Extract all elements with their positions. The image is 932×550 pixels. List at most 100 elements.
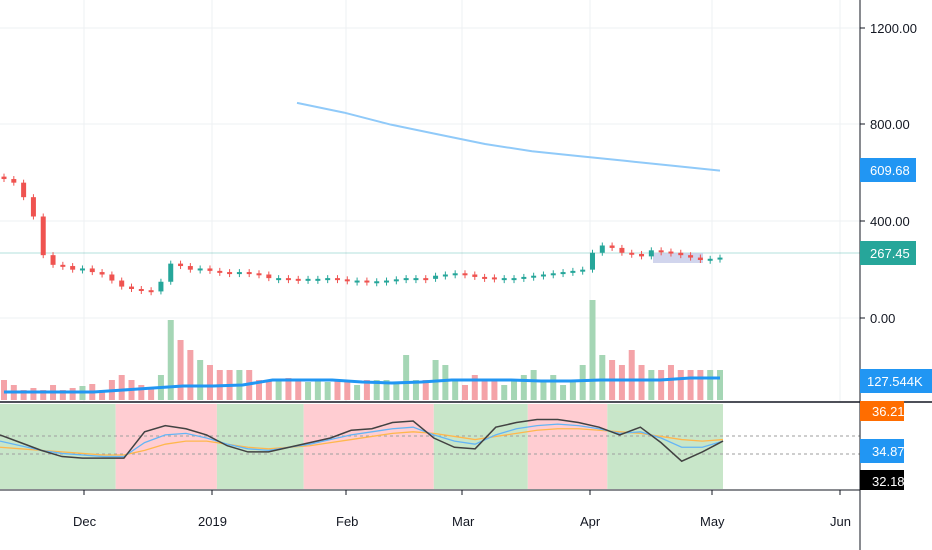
candle-body (158, 281, 164, 292)
candle-body (531, 275, 537, 278)
volume-bar (579, 365, 586, 400)
candle-body (433, 275, 439, 279)
volume-bar (197, 360, 204, 400)
time-label-dec: Dec (73, 514, 97, 529)
indicator-segment (527, 404, 608, 489)
volume-bars (1, 300, 723, 400)
candle-body (639, 253, 645, 257)
candle-body (217, 270, 223, 273)
volume-bar (560, 385, 567, 400)
time-label-jun: Jun (830, 514, 851, 529)
volume-bar (30, 388, 37, 400)
indicator-tag-orange-label: 36.21 (872, 404, 905, 419)
time-label-feb: Feb (336, 514, 358, 529)
ma-value-tag (860, 158, 916, 182)
price-axis[interactable]: 1200.00 800.00 400.00 0.00 609.68 267.45… (860, 21, 932, 490)
volume-bar (40, 390, 47, 400)
candle-body (511, 278, 517, 281)
volume-bar (373, 380, 380, 400)
candle-body (148, 290, 154, 293)
volume-bar (658, 370, 665, 400)
candle-body (178, 263, 184, 267)
volume-bar (530, 370, 537, 400)
volume-bar (638, 365, 645, 400)
candle-body (570, 270, 576, 273)
volume-bar (305, 382, 312, 400)
candle-body (364, 280, 370, 283)
candle-body (560, 272, 566, 275)
indicator-line-blue (0, 423, 724, 458)
candle-body (276, 278, 282, 281)
volume-bar (501, 385, 508, 400)
candle-body (227, 272, 233, 275)
indicator-background-segments (0, 404, 723, 489)
grid-lines (0, 0, 860, 402)
candle-body (668, 251, 674, 254)
price-tick-0: 0.00 (870, 311, 895, 326)
ma-polyline (296, 101, 721, 172)
volume-bar (491, 380, 498, 400)
volume-bar (648, 370, 655, 400)
candlestick-series (1, 173, 723, 296)
volume-bar (20, 390, 27, 400)
volume-bar (628, 350, 635, 400)
last-price-tag (860, 241, 916, 265)
indicator-tag-blue (860, 439, 904, 463)
volume-bar (677, 370, 684, 400)
volume-bar (667, 365, 674, 400)
candle-body (129, 286, 135, 289)
candle-body (21, 182, 27, 198)
volume-bar (363, 380, 370, 400)
volume-bar (452, 380, 459, 400)
candle-body (256, 273, 262, 276)
candle-body (678, 252, 684, 256)
candle-body (619, 247, 625, 253)
candle-body (30, 197, 36, 217)
candle-body (344, 279, 350, 282)
candle-body (501, 278, 507, 281)
candle-body (589, 252, 595, 270)
volume-bar (569, 380, 576, 400)
volume-bar (412, 380, 419, 400)
indicator-segment (0, 404, 116, 489)
volume-bar (589, 300, 596, 400)
volume-bar (383, 380, 390, 400)
candle-body (70, 266, 76, 270)
volume-bar (354, 385, 361, 400)
volume-bar (138, 385, 145, 400)
time-axis[interactable]: Dec 2019 Feb Mar Apr May Jun (73, 490, 851, 529)
candle-body (236, 272, 242, 275)
volume-bar (687, 370, 694, 400)
volume-bar (187, 350, 194, 400)
indicator-segment (303, 404, 434, 489)
candle-body (384, 280, 390, 283)
price-tick-800: 800.00 (870, 117, 910, 132)
candle-body (550, 273, 556, 276)
candle-body (462, 273, 468, 276)
candle-body (79, 268, 85, 271)
candle-body (697, 257, 703, 260)
candle-body (491, 277, 497, 280)
candle-body (717, 257, 723, 260)
volume-bar (511, 380, 518, 400)
volume-bar (618, 365, 625, 400)
candle-body (109, 274, 115, 281)
candle-body (305, 278, 311, 281)
candle-body (285, 278, 291, 281)
indicator-segment (433, 404, 528, 489)
time-label-mar: Mar (452, 514, 475, 529)
candle-body (580, 269, 586, 272)
volume-bar (334, 380, 341, 400)
volume-bar (403, 355, 410, 400)
volume-bar (285, 378, 292, 400)
candle-body (482, 276, 488, 279)
volume-bar (1, 380, 7, 400)
candle-body (119, 280, 125, 287)
volume-bar (256, 380, 263, 400)
volume-bar (471, 375, 478, 400)
ma-value-label: 609.68 (870, 163, 910, 178)
price-tick-400: 400.00 (870, 214, 910, 229)
indicator-segment (115, 404, 217, 489)
volume-bar (275, 380, 282, 400)
